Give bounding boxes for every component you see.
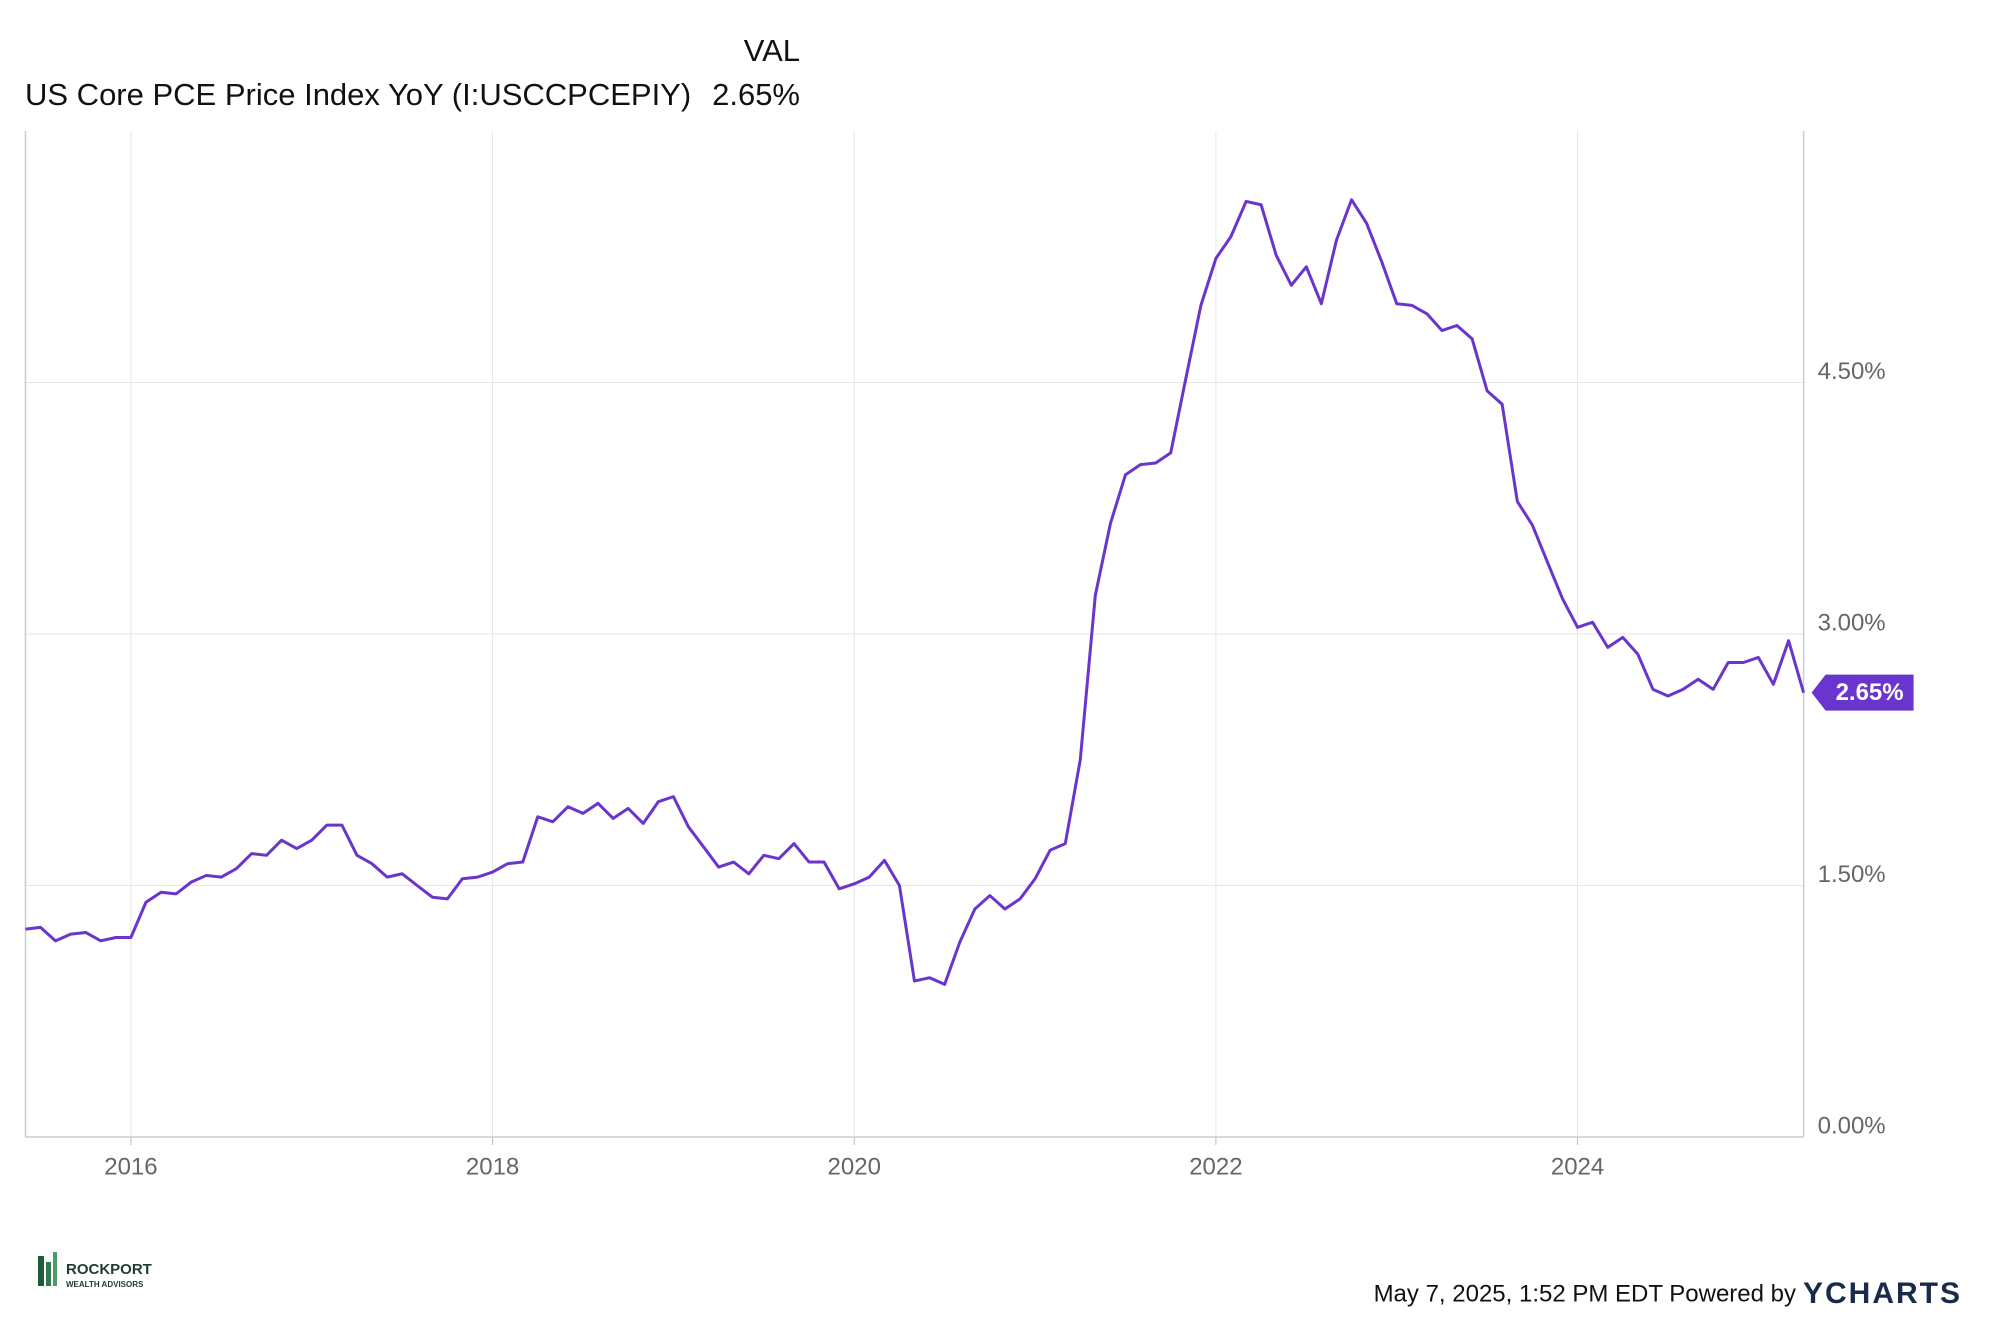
y-tick-label: 1.50% xyxy=(1818,861,1886,888)
y-tick-label: 3.00% xyxy=(1818,609,1886,636)
last-value-label: 2.65% xyxy=(1836,679,1904,706)
footer-timestamp: May 7, 2025, 1:52 PM EDT Powered by xyxy=(1374,1280,1796,1307)
y-tick-label: 0.00% xyxy=(1818,1112,1886,1139)
x-tick-label: 2024 xyxy=(1551,1153,1604,1180)
logo-bar xyxy=(53,1252,57,1286)
legend-header: VAL xyxy=(744,33,800,68)
legend-value: 2.65% xyxy=(712,77,800,112)
y-tick-label: 4.50% xyxy=(1818,358,1886,385)
logo: ROCKPORT WEALTH ADVISORS xyxy=(38,1252,152,1289)
legend-name: US Core PCE Price Index YoY (I:USCCPCEPI… xyxy=(25,77,691,112)
x-tick-label: 2016 xyxy=(104,1153,157,1180)
x-tick-label: 2018 xyxy=(466,1153,519,1180)
line xyxy=(25,198,1806,986)
logo-sub: WEALTH ADVISORS xyxy=(66,1280,144,1289)
x-tick-label: 2020 xyxy=(828,1153,881,1180)
footer-brand: YCHARTS xyxy=(1803,1277,1962,1310)
logo-bar xyxy=(38,1256,44,1286)
last-value-tag xyxy=(1811,674,1914,711)
logo-bar xyxy=(46,1262,51,1286)
x-tick-label: 2022 xyxy=(1189,1153,1242,1180)
logo-name: ROCKPORT xyxy=(66,1261,152,1278)
